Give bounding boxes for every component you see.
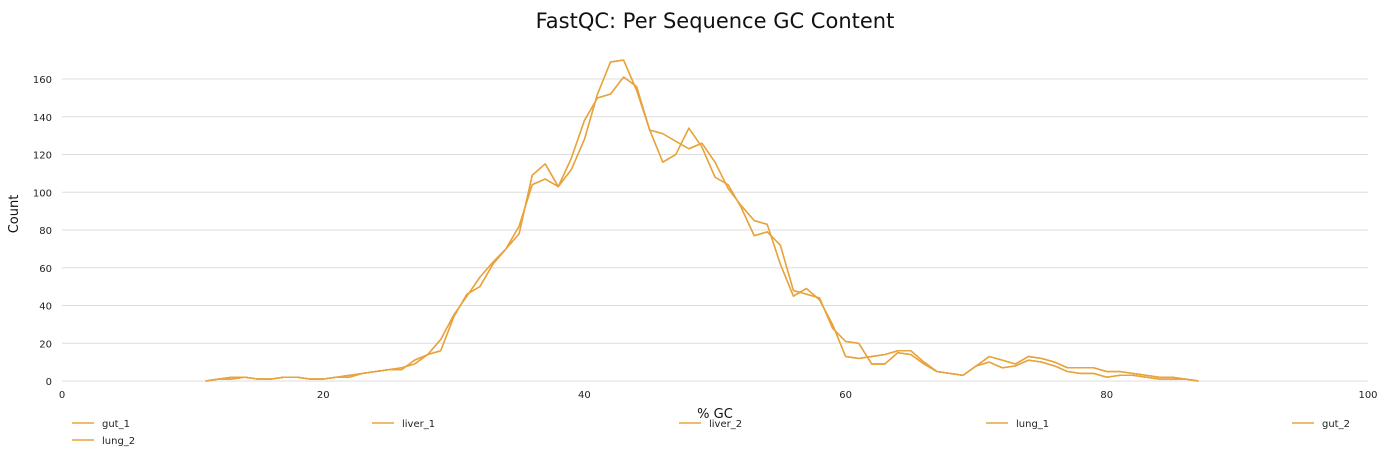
legend-label: liver_1 [402,419,435,430]
legend-item-lung_1: lung_1 [986,419,1049,430]
chart-title: FastQC: Per Sequence GC Content [536,9,895,33]
y-tick-label: 140 [33,113,52,124]
y-tick-label: 40 [39,302,52,313]
legend-item-liver_1: liver_1 [372,419,435,430]
series-lines [205,59,1199,382]
y-tick-label: 120 [33,151,52,162]
legend-item-gut_1: gut_1 [72,419,130,430]
y-axis-label: Count [7,195,22,234]
x-tick-label: 60 [839,390,852,401]
series-line-gut_1 [205,76,1199,382]
legend-item-lung_2: lung_2 [72,436,135,447]
y-tick-label: 0 [46,377,52,388]
legend-label: lung_1 [1016,419,1049,430]
series-line-gut_2 [205,76,1199,382]
series-line-lung_1 [205,59,1199,382]
legend-label: liver_2 [709,419,742,430]
y-tick-label: 20 [39,339,52,350]
x-axis-ticks: 0 20 40 60 80 100 [59,390,1378,401]
series-line-lung_2 [205,59,1199,382]
x-tick-label: 40 [578,390,591,401]
series-line-liver_1 [205,59,1199,382]
x-tick-label: 0 [59,390,65,401]
x-axis-label: % GC [697,407,733,422]
legend: gut_1 liver_1 liver_2 lung_1 gut_2 lung_2 [72,419,1350,447]
series-line-liver_2 [205,76,1199,382]
y-tick-label: 60 [39,264,52,275]
legend-label: gut_1 [102,419,130,430]
legend-item-gut_2: gut_2 [1292,419,1350,430]
y-tick-label: 80 [39,226,52,237]
y-tick-label: 160 [33,75,52,86]
legend-item-liver_2: liver_2 [679,419,742,430]
legend-label: lung_2 [102,436,135,447]
legend-label: gut_2 [1322,419,1350,430]
y-axis-ticks: 0 20 40 60 80 100 120 140 160 [33,75,52,388]
x-tick-label: 100 [1358,390,1377,401]
gridlines [62,78,1368,344]
y-tick-label: 100 [33,188,52,199]
x-tick-label: 80 [1100,390,1113,401]
x-tick-label: 20 [317,390,330,401]
